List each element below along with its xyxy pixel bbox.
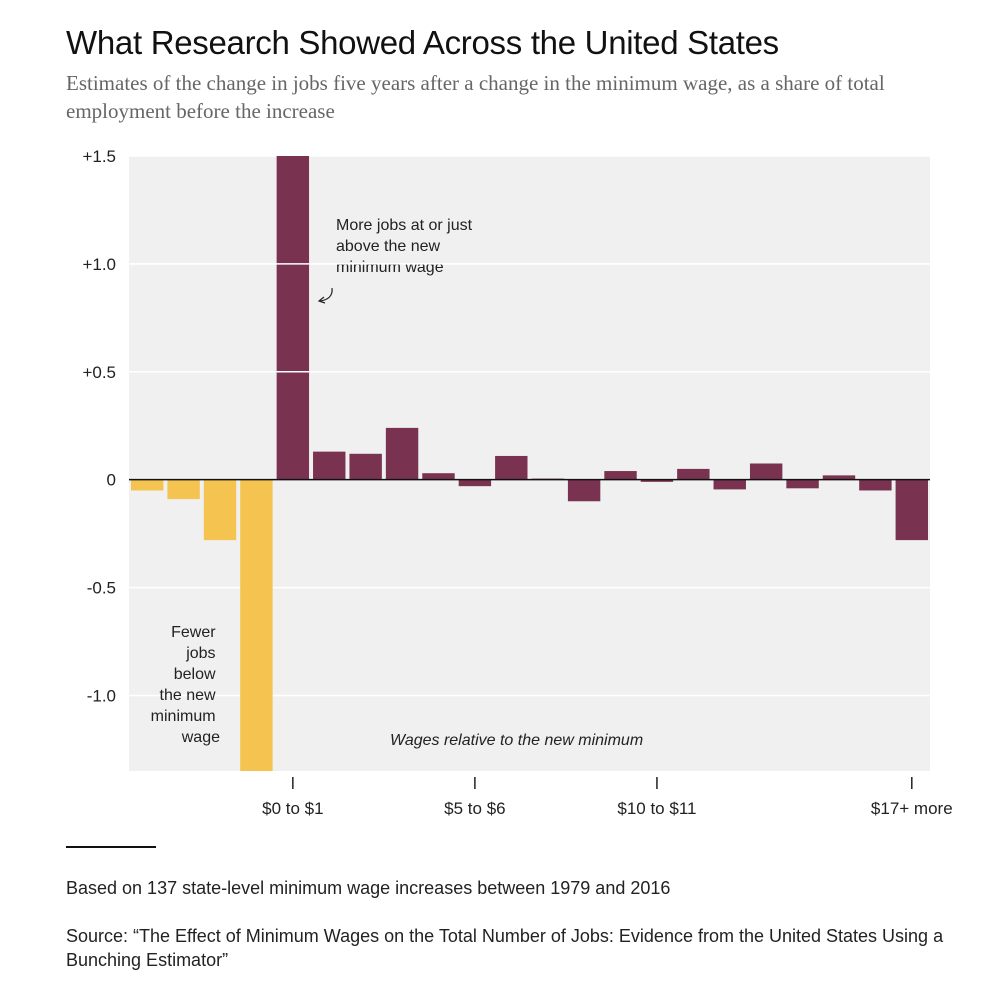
- source-note: Source: “The Effect of Minimum Wages on …: [66, 926, 944, 970]
- x-axis-label: Wages relative to the new minimum: [390, 732, 643, 749]
- y-axis: +1.5 +1.0 +0.5 0 -0.5 -1.0: [82, 147, 116, 705]
- bar: [422, 473, 455, 480]
- bar: [859, 479, 892, 491]
- y-tick-label: -0.5: [87, 579, 116, 598]
- bar: [822, 475, 856, 480]
- y-tick-label: -1.0: [87, 686, 116, 705]
- bar: [167, 479, 200, 500]
- bar: [349, 453, 382, 480]
- bar: [749, 463, 783, 480]
- bar: [786, 479, 819, 489]
- footer-divider: [66, 846, 156, 848]
- x-tick-label: $17+ more: [871, 799, 953, 818]
- bar: [240, 479, 273, 771]
- bar: [458, 479, 492, 487]
- chart-subtitle: Estimates of the change in jobs five yea…: [66, 71, 885, 123]
- bar: [640, 479, 674, 482]
- annotation-arrowhead-icon: [317, 296, 326, 304]
- annotation-fewer-jobs: Fewer jobs below the new minimum wage: [151, 624, 220, 746]
- x-tick-label: $10 to $11: [617, 799, 696, 818]
- annotation-arrow-icon: [319, 287, 333, 302]
- y-tick-label: +0.5: [82, 363, 116, 382]
- bar: [313, 451, 346, 480]
- bar: [495, 455, 528, 480]
- x-tick-label: $0 to $1: [262, 799, 323, 818]
- bar: [895, 479, 928, 541]
- y-tick-label: 0: [107, 471, 116, 490]
- bar-chart: +1.5 +1.0 +0.5 0 -0.5 -1.0 $0 to $1 $5 to $6 $1…: [82, 147, 953, 818]
- bar: [385, 427, 419, 480]
- x-tick-label: $5 to $6: [444, 799, 505, 818]
- annotation-more-jobs: More jobs at or just above the new minim…: [336, 217, 477, 276]
- chart-title: What Research Showed Across the United S…: [66, 24, 779, 61]
- bar: [713, 479, 746, 490]
- bar: [567, 479, 601, 502]
- bar: [203, 479, 237, 541]
- bar: [677, 468, 710, 480]
- x-axis: $0 to $1 $5 to $6 $10 to $11 $17+ more: [262, 777, 953, 818]
- bar: [276, 156, 310, 480]
- y-tick-label: +1.5: [82, 147, 116, 166]
- y-tick-label: +1.0: [82, 255, 116, 274]
- bar-series: [131, 156, 928, 771]
- bar: [604, 471, 637, 480]
- footnote: Based on 137 state-level minimum wage in…: [66, 878, 671, 898]
- bar: [131, 479, 164, 491]
